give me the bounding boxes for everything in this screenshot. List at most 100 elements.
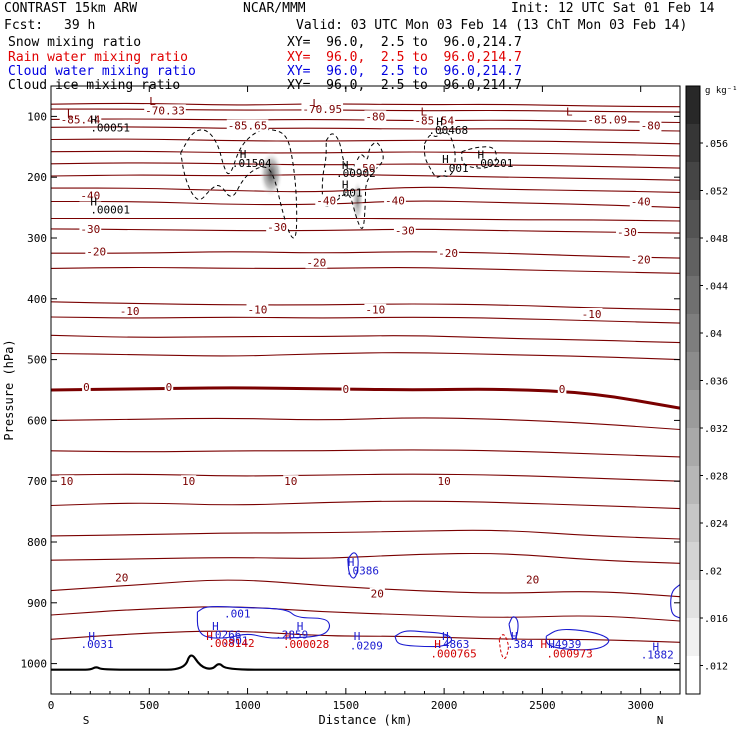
y-tick-label: 1000 [21, 658, 48, 671]
snow-shading [259, 151, 364, 223]
temp-label-bg [85, 245, 108, 258]
temp-label-bg [413, 114, 456, 127]
max-marker-h: H [90, 113, 97, 126]
temp-label-bg [59, 113, 102, 126]
max-marker-h: H [348, 556, 355, 569]
temp-contour--10 [51, 352, 680, 361]
colorbar-tick-label: .024 [704, 519, 728, 530]
max-marker-h: H [297, 620, 304, 633]
temp-label-bg [164, 380, 174, 393]
colorbar-tick-label: .052 [704, 187, 728, 198]
temp-label-bg [341, 382, 351, 395]
temp-label: 0 [83, 381, 90, 394]
y-tick-label: 100 [27, 110, 47, 123]
max-marker-h: H [285, 630, 292, 643]
temp-contour--50 [51, 162, 680, 169]
temp-contour--10 [51, 334, 680, 344]
colorbar-segment [686, 86, 700, 125]
temp-label: -85.09 [587, 113, 627, 126]
temp-label: 20 [371, 588, 384, 601]
cloud-water-contours [196, 552, 681, 651]
temp-label-bg [369, 587, 385, 600]
cloud-water-contour [394, 630, 453, 648]
temp-label: -70.95 [302, 103, 342, 116]
min-marker-l: L [149, 95, 156, 108]
x-tick-label: 500 [139, 699, 159, 712]
max-marker-h: H [90, 196, 97, 209]
temp-contour-20 [51, 579, 680, 598]
max-value-label: .000028 [283, 638, 329, 651]
max-marker-h: H [478, 149, 485, 162]
rain-contour [498, 634, 509, 660]
ice-contour [461, 146, 497, 169]
temp-label-bg [580, 308, 603, 320]
temp-label: -40 [316, 194, 336, 207]
cloud-water-contour [347, 552, 359, 579]
max-value-label: .384 [507, 638, 534, 651]
max-value-label: .00001 [90, 203, 130, 216]
snow-blob [351, 180, 364, 223]
max-marker-h: H [434, 638, 441, 651]
temp-label: -80 [641, 120, 661, 133]
temp-contour--40 [51, 186, 680, 193]
temp-label-bg [384, 194, 406, 207]
temp-label: -85.54 [414, 115, 454, 128]
temp-label: -10 [120, 305, 140, 318]
field-name-cloud-ice: Cloud ice mixing ratio [8, 78, 181, 93]
colorbar-segment [686, 656, 700, 695]
colorbar-tick-label: .028 [704, 472, 728, 483]
cloud-water-contour [196, 606, 331, 639]
max-value-label: .2859 [275, 628, 308, 641]
max-value-label: .000765 [430, 647, 476, 660]
temp-label: -30 [395, 225, 415, 238]
temp-label: 10 [438, 475, 451, 488]
max-value-label: .00468 [428, 124, 468, 137]
ice-contour [321, 133, 384, 229]
temp-label-bg [246, 303, 269, 316]
temp-label: -20 [631, 253, 651, 266]
temp-label: -50 [356, 162, 376, 175]
temp-label-bg [557, 382, 567, 395]
temp-label-bg [437, 247, 459, 260]
temp-contour--50 [51, 150, 680, 157]
colorbar-segment [686, 504, 700, 543]
colorbar-segment [686, 542, 700, 581]
x-tick-label: 2000 [431, 699, 458, 712]
max-value-label: .001 [222, 634, 249, 647]
colorbar-tick-label: .02 [704, 567, 722, 578]
temp-contour-20 [51, 552, 680, 564]
temp-contour--20 [51, 251, 680, 259]
y-tick-label: 700 [27, 475, 47, 488]
colorbar-unit: g kg⁻¹ [705, 86, 738, 96]
colorbar-tick-label: .036 [704, 377, 728, 388]
temp-label-bg [354, 162, 377, 175]
temp-label-bg [364, 303, 387, 316]
field-xy-cloud-ice: XY= 96.0, 2.5 to 96.0,214.7 [287, 78, 522, 93]
temp-contour-0 [51, 386, 680, 410]
max-marker-h: H [540, 638, 547, 651]
cloud-water-contour [545, 628, 610, 651]
max-marker-h: H [436, 115, 443, 128]
temp-contour--10 [51, 301, 680, 311]
ice-contour [424, 131, 456, 178]
temp-label-bg [283, 475, 299, 488]
max-marker-h: H [88, 630, 95, 643]
temp-contour-10 [51, 473, 680, 482]
max-value-label: .001 [224, 608, 251, 621]
y-tick-label: 200 [27, 171, 47, 184]
temp-label-bg [524, 573, 541, 586]
colorbar-tick-label: .032 [704, 424, 728, 435]
temp-label: 10 [182, 475, 195, 488]
max-marker-h: H [442, 630, 449, 643]
temp-label: -85.65 [228, 120, 268, 133]
max-value-label: .0031 [80, 638, 113, 651]
valid-time: Valid: 03 UTC Mon 03 Feb 14 (13 ChT Mon … [296, 18, 688, 33]
temp-contour--10 [51, 316, 680, 324]
max-marker-h: H [652, 641, 659, 654]
temp-label-bg [629, 253, 652, 266]
y-tick-label: 400 [27, 293, 47, 306]
temp-label-bg [301, 103, 344, 116]
x-tick-label: 0 [48, 699, 55, 712]
colorbar-tick-label: .012 [704, 662, 728, 673]
temp-label-bg [118, 304, 141, 317]
